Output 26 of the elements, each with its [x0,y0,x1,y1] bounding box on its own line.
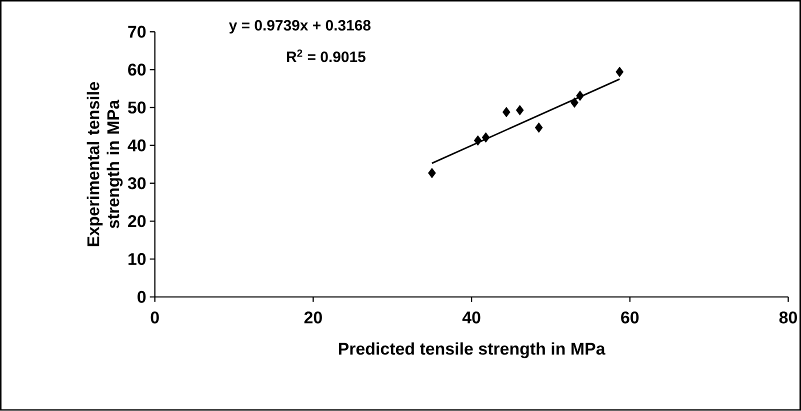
annotation: y = 0.9739x + 0.3168 [228,20,371,34]
y-axis-title: Experimental tensile strength in MPa [86,82,123,246]
y-tick-label: 30 [128,177,146,190]
point [616,66,624,78]
x-axis-title: Predicted tensile strength in MPa [338,342,606,358]
x-tick-label: 80 [779,312,797,324]
y-tick-label: 60 [128,64,146,76]
point [502,107,510,118]
point [428,168,436,178]
point [482,132,490,143]
point [570,98,578,108]
x-tick-label: 40 [462,312,480,324]
y-tick-label: 50 [128,102,146,114]
y-tick-label: 0 [138,291,146,304]
point [474,135,482,146]
x-tick-label: 60 [621,312,639,324]
y-tick-label: 10 [128,253,146,266]
point [534,122,543,133]
x-tick-label: 0 [150,312,159,324]
y-tick-label: 40 [128,140,146,152]
point [576,90,584,102]
point [516,105,524,116]
annotation: R$^{2}$ = 0.9015 [287,50,366,62]
y-tick-label: 70 [128,26,146,38]
x-tick-label: 20 [304,312,322,324]
y-tick-label: 20 [128,215,146,228]
